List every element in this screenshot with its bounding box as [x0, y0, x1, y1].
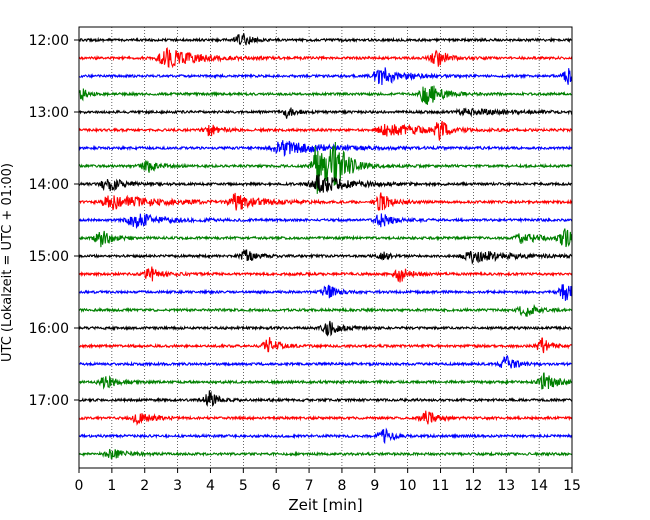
trace-1200 — [78, 32, 573, 46]
x-tick-label: 4 — [206, 478, 215, 494]
x-tick-label: 11 — [432, 478, 450, 494]
trace-1530 — [78, 284, 573, 301]
trace-1445 — [78, 228, 573, 248]
x-axis-label: Zeit [min] — [288, 496, 362, 514]
trace-1645 — [78, 372, 573, 390]
y-axis-label: UTC (Lokalzeit = UTC + 01:00) — [0, 163, 15, 362]
trace-1215 — [78, 47, 573, 69]
x-tick-label: 2 — [140, 478, 149, 494]
plot-frame — [78, 26, 573, 469]
trace-1415 — [78, 192, 573, 212]
trace-1300 — [78, 107, 573, 119]
x-tick-label: 12 — [464, 478, 482, 494]
y-axis-ticks: 12:00 13:00 14:00 15:00 16:00 17:00 — [29, 33, 79, 409]
x-tick-label: 3 — [173, 478, 182, 494]
trace-1545 — [78, 303, 573, 317]
y-tick-label: 12:00 — [29, 33, 69, 49]
trace-1600 — [78, 320, 573, 337]
trace-1730 — [78, 427, 573, 445]
y-tick-label: 15:00 — [29, 249, 69, 265]
x-axis-ticks: 0 1 2 3 4 5 6 7 8 9 10 11 12 13 14 15 — [75, 468, 581, 494]
trace-1715 — [78, 410, 573, 426]
y-tick-label: 14:00 — [29, 177, 69, 193]
y-tick-label: 16:00 — [29, 321, 69, 337]
trace-1745 — [78, 448, 573, 460]
x-tick-label: 9 — [370, 478, 379, 494]
trace-1400 — [78, 174, 573, 193]
trace-1430 — [78, 213, 573, 230]
trace-1230 — [78, 67, 573, 85]
x-tick-label: 14 — [530, 478, 548, 494]
x-tick-label: 0 — [75, 478, 84, 494]
x-tick-label: 6 — [272, 478, 281, 494]
x-tick-label: 15 — [563, 478, 581, 494]
y-tick-label: 13:00 — [29, 105, 69, 121]
trace-1630 — [78, 355, 573, 369]
y-tick-label: 17:00 — [29, 393, 69, 409]
trace-1615 — [78, 337, 573, 354]
x-tick-label: 5 — [239, 478, 248, 494]
trace-1500 — [78, 249, 573, 265]
x-tick-label: 7 — [305, 478, 314, 494]
seismic-traces — [78, 32, 573, 460]
x-tick-label: 8 — [337, 478, 346, 494]
trace-1515 — [78, 266, 573, 283]
trace-1245 — [78, 85, 573, 105]
x-tick-label: 10 — [399, 478, 417, 494]
x-tick-label: 1 — [107, 478, 116, 494]
x-tick-label: 13 — [497, 478, 515, 494]
trace-1315 — [78, 120, 573, 141]
trace-1700 — [78, 390, 573, 407]
trace-1330 — [78, 140, 573, 158]
